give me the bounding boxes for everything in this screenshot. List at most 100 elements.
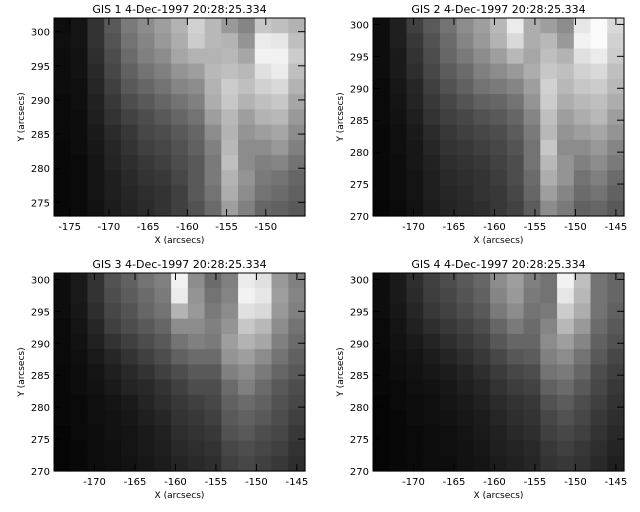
gis-1-cell	[104, 139, 122, 156]
gis-4-cell	[557, 425, 575, 442]
gis-1-x-tick-label: -150	[254, 222, 277, 233]
gis-3-cell	[271, 379, 289, 396]
gis-3-cell	[221, 440, 239, 457]
gis-4-cell	[523, 333, 541, 350]
gis-1-cell	[137, 139, 155, 156]
gis-4-cell	[506, 379, 525, 396]
gis-2-cell	[590, 48, 608, 65]
gis-1-cell	[204, 94, 222, 110]
gis-4-x-tick-label: -160	[483, 477, 506, 488]
gis-3-cell	[254, 273, 273, 289]
gis-4-x-tick-label: -150	[564, 477, 587, 488]
gis-4-cell	[406, 440, 424, 457]
gis-1-cell	[137, 155, 155, 171]
gis-3-y-tick-label: 280	[31, 403, 50, 414]
gis-2-cell	[490, 33, 508, 50]
gis-4-cell	[456, 394, 474, 411]
gis-1-cell	[204, 170, 222, 187]
gis-4-cell	[456, 425, 474, 442]
gis-2-cell	[557, 139, 575, 156]
gis-3-cell	[238, 364, 256, 381]
gis-2-cell	[389, 48, 408, 65]
gis-4-cell	[490, 349, 508, 365]
gis-3-cell	[221, 349, 239, 365]
gis-2-cell	[607, 94, 625, 110]
gis-3-cell	[87, 379, 105, 396]
gis-4-cell	[590, 410, 608, 426]
gis-1-cell	[171, 33, 189, 50]
gis-2-x-tick-label: -150	[564, 222, 587, 233]
gis-2-cell	[590, 139, 608, 156]
gis-2-cell	[423, 139, 441, 156]
gis-2-cell	[540, 78, 558, 95]
gis-2-cell	[406, 63, 424, 80]
gis-1-cell	[171, 63, 189, 80]
gis-4-cell	[607, 379, 625, 396]
gis-1-cell	[87, 185, 105, 202]
gis-3-cell	[120, 394, 139, 411]
gis-1-cell	[154, 200, 172, 217]
gis-1-cell	[54, 109, 72, 126]
gis-4-cell	[389, 440, 408, 457]
gis-1-cell	[271, 200, 289, 217]
gis-3-cell	[238, 394, 256, 411]
gis-2-cell	[490, 200, 508, 217]
gis-3-x-tick-label: -155	[205, 477, 228, 488]
gis-3-cell	[137, 303, 155, 320]
gis-3-cell	[137, 394, 155, 411]
gis-3-cell	[54, 273, 72, 289]
gis-2-cell	[389, 63, 408, 80]
gis-3-cell	[254, 364, 273, 381]
gis-2-cell	[523, 155, 541, 171]
gis-4-x-tick-label: -145	[605, 477, 628, 488]
gis-3-cell	[70, 349, 89, 365]
gis-1-cell	[137, 63, 155, 80]
gis-3-cell	[171, 440, 189, 457]
gis-3-cell	[154, 394, 172, 411]
gis-4-cell	[590, 318, 608, 335]
gis-4-cell	[389, 425, 408, 442]
gis-1-cell	[254, 18, 273, 34]
gis-4-cell	[423, 455, 441, 472]
gis-3-cell	[238, 349, 256, 365]
gis-4-cell	[573, 379, 592, 396]
gis-1-heatmap-cells	[54, 18, 306, 217]
gis-3-cell	[204, 379, 222, 396]
gis-4-y-tick-label: 290	[350, 339, 369, 350]
gis-3-cell	[171, 455, 189, 472]
gis-3-cell	[54, 318, 72, 335]
gis-2-cell	[590, 109, 608, 126]
gis-1-cell	[87, 63, 105, 80]
gis-1-cell	[137, 109, 155, 126]
gis-4-cell	[473, 364, 491, 381]
gis-4-cell	[506, 440, 525, 457]
gis-2-cell	[456, 33, 474, 50]
gis-2-plot-frame	[372, 17, 625, 217]
gis-1-cell	[87, 170, 105, 187]
gis-4-cell	[607, 318, 625, 335]
gis-4-cell	[423, 333, 441, 350]
gis-4-cell	[540, 379, 558, 396]
gis-1-cell	[271, 18, 289, 34]
gis-2-cell	[456, 78, 474, 95]
gis-4-cell	[373, 364, 391, 381]
gis-2-cell	[389, 109, 408, 126]
gis-2-cell	[540, 200, 558, 217]
gis-1-cell	[104, 78, 122, 95]
gis-2-cell	[607, 63, 625, 80]
gis-1-cell	[137, 48, 155, 65]
gis-4-cell	[373, 349, 391, 365]
gis-4-cell	[473, 394, 491, 411]
gis-1-cell	[254, 139, 273, 156]
gis-1-cell	[120, 139, 139, 156]
gis-1-cell	[87, 33, 105, 50]
gis-2-cell	[590, 63, 608, 80]
gis-2-cell	[423, 18, 441, 34]
gis-1-cell	[70, 155, 89, 171]
gis-2-cell	[406, 18, 424, 34]
gis-4-cell	[406, 410, 424, 426]
gis-3-y-tick-label: 270	[31, 467, 50, 478]
gis-4-panel: -170 -165 -160 -155 -150 -145 270 275 280 285 290 2…	[336, 258, 627, 501]
gis-1-cell	[70, 33, 89, 50]
